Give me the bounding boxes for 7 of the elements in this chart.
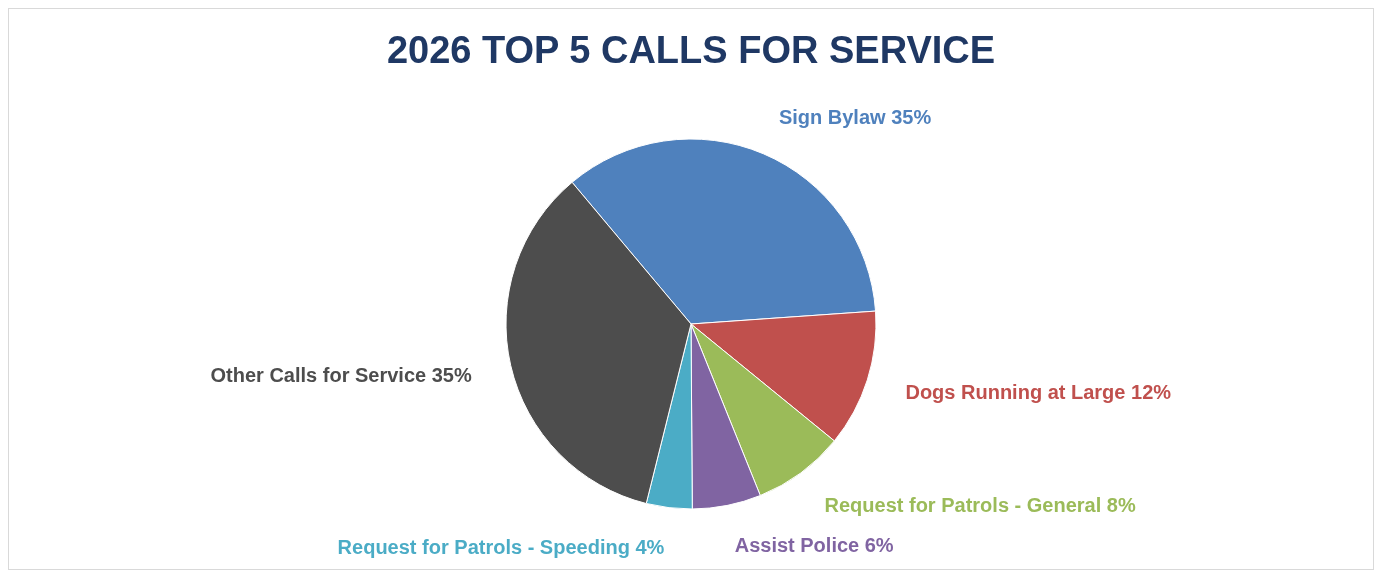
slice-label: Request for Patrols - Speeding 4%: [337, 536, 665, 559]
slice-label: Dogs Running at Large 12%: [905, 381, 1172, 404]
chart-title: 2026 TOP 5 CALLS FOR SERVICE: [385, 28, 997, 73]
slice-label: Request for Patrols - General 8%: [824, 494, 1136, 517]
slice-label: Other Calls for Service 35%: [210, 363, 472, 386]
slice-label: Assist Police 6%: [734, 533, 894, 556]
slice-label: Sign Bylaw 35%: [778, 105, 932, 128]
